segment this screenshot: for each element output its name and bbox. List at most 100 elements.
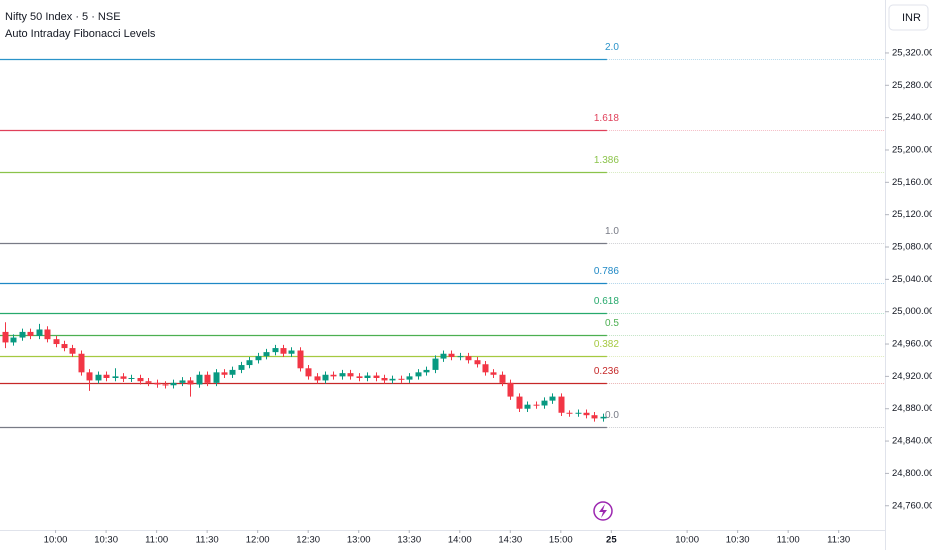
fib-level-label: 0.786 bbox=[594, 266, 619, 277]
candle-body bbox=[474, 360, 481, 365]
event-bolt[interactable] bbox=[599, 504, 607, 518]
y-tick-label: 25,280.00 bbox=[892, 80, 932, 91]
candle-body bbox=[600, 416, 607, 419]
candle-body bbox=[221, 372, 228, 375]
candle-body bbox=[415, 372, 422, 377]
x-tick-label: 10:30 bbox=[726, 535, 750, 546]
candle-body bbox=[381, 377, 388, 381]
candle-body bbox=[347, 373, 354, 377]
candle-body bbox=[238, 365, 245, 370]
candle-body bbox=[507, 382, 514, 397]
candle-body bbox=[423, 369, 430, 373]
x-tick-label: 11:00 bbox=[777, 535, 800, 546]
candle-body bbox=[314, 376, 321, 381]
x-tick-label: 15:00 bbox=[549, 535, 573, 546]
x-tick-label: 25 bbox=[606, 535, 617, 546]
y-tick-label: 25,120.00 bbox=[892, 209, 932, 220]
fib-level-label: 0.236 bbox=[594, 366, 619, 377]
candle-body bbox=[53, 339, 60, 345]
candle-body bbox=[499, 374, 506, 383]
fib-level-label: 1.0 bbox=[605, 226, 619, 237]
y-tick-label: 25,000.00 bbox=[892, 306, 932, 317]
y-tick-label: 25,240.00 bbox=[892, 112, 932, 123]
candle-body bbox=[541, 400, 548, 406]
candle-body bbox=[69, 348, 76, 354]
candle-body bbox=[44, 329, 51, 340]
x-tick-label: 10:00 bbox=[44, 535, 68, 546]
candle-body bbox=[373, 375, 380, 378]
event-icon[interactable] bbox=[593, 501, 613, 521]
candle-body bbox=[305, 368, 312, 377]
candle-body bbox=[558, 396, 565, 413]
candle-body bbox=[297, 350, 304, 369]
candle-body bbox=[78, 353, 85, 373]
candle-body bbox=[440, 353, 447, 359]
candle-body bbox=[36, 329, 43, 336]
candle-body bbox=[490, 372, 497, 375]
x-tick-label: 14:00 bbox=[448, 535, 472, 546]
y-tick-label: 24,840.00 bbox=[892, 436, 932, 447]
candle-body bbox=[162, 384, 169, 386]
candle-body bbox=[213, 372, 220, 383]
candle-body bbox=[145, 381, 152, 383]
x-tick-label: 13:00 bbox=[347, 535, 371, 546]
candle-body bbox=[280, 348, 287, 354]
candle-body bbox=[103, 374, 110, 378]
candle-body bbox=[389, 378, 396, 381]
candle-body bbox=[533, 404, 540, 406]
candle-body bbox=[272, 348, 279, 353]
fib-level-label: 1.386 bbox=[594, 155, 619, 166]
candle-body bbox=[566, 412, 573, 414]
candle-body bbox=[137, 377, 144, 382]
candle-body bbox=[10, 337, 17, 343]
candle-body bbox=[356, 376, 363, 378]
fib-level-label: 2.0 bbox=[605, 42, 619, 53]
x-tick-label: 11:00 bbox=[145, 535, 168, 546]
candle-body bbox=[575, 412, 582, 414]
x-tick-label: 10:30 bbox=[94, 535, 118, 546]
y-tick-label: 24,760.00 bbox=[892, 500, 932, 511]
candle-body bbox=[398, 378, 405, 380]
candle-body bbox=[339, 373, 346, 377]
candle-body bbox=[591, 415, 598, 419]
currency-label[interactable]: INR bbox=[902, 12, 921, 24]
y-tick-label: 25,160.00 bbox=[892, 177, 932, 188]
x-tick-label: 12:30 bbox=[296, 535, 320, 546]
candle-body bbox=[112, 376, 119, 378]
fib-level-label: 0.382 bbox=[594, 339, 619, 350]
candle-body bbox=[19, 331, 26, 338]
candle-body bbox=[246, 360, 253, 366]
candle-body bbox=[465, 356, 472, 361]
candle-body bbox=[583, 412, 590, 416]
candle-body bbox=[330, 374, 337, 377]
candle-body bbox=[187, 380, 194, 385]
y-tick-label: 24,920.00 bbox=[892, 371, 932, 382]
candle-body bbox=[204, 374, 211, 383]
fib-level-label: 0.618 bbox=[594, 296, 619, 307]
x-tick-label: 13:30 bbox=[397, 535, 421, 546]
candle-body bbox=[457, 356, 464, 358]
candle-body bbox=[154, 382, 161, 385]
candle-body bbox=[364, 375, 371, 378]
y-tick-label: 24,800.00 bbox=[892, 468, 932, 479]
candle-body bbox=[432, 358, 439, 370]
candle-body bbox=[524, 404, 531, 409]
x-tick-label: 11:30 bbox=[196, 535, 219, 546]
x-tick-label: 11:30 bbox=[827, 535, 850, 546]
chart-title: Nifty 50 Index · 5 · NSE bbox=[5, 11, 121, 23]
x-tick-label: 10:00 bbox=[675, 535, 699, 546]
y-tick-label: 25,200.00 bbox=[892, 145, 932, 156]
candle-body bbox=[448, 353, 455, 357]
candle-body bbox=[61, 344, 68, 349]
candle-body bbox=[482, 364, 489, 373]
candle-body bbox=[549, 396, 556, 401]
y-tick-label: 25,040.00 bbox=[892, 274, 932, 285]
candle-body bbox=[95, 374, 102, 381]
candle-body bbox=[516, 396, 523, 409]
x-tick-label: 14:30 bbox=[498, 535, 522, 546]
y-tick-label: 24,880.00 bbox=[892, 403, 932, 414]
currency-button[interactable] bbox=[888, 4, 929, 31]
y-tick-label: 25,320.00 bbox=[892, 47, 932, 58]
candle-body bbox=[120, 376, 127, 379]
